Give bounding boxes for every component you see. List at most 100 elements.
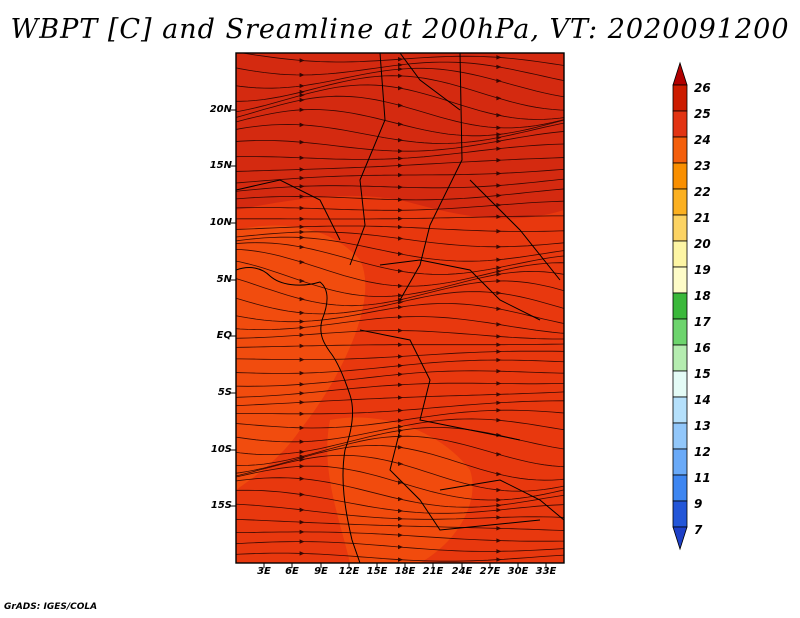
streamline-arrow (398, 137, 403, 143)
streamline-arrow (398, 418, 403, 423)
streamline-arrow (299, 155, 305, 161)
lon-label: 33E (535, 566, 557, 577)
streamline-arrow (398, 163, 403, 168)
streamline-arrow (299, 507, 305, 513)
streamline-arrow (299, 167, 305, 172)
streamline-arrow (398, 73, 403, 79)
streamline-arrow (299, 449, 305, 455)
streamline-arrow (496, 125, 502, 130)
map-frame (235, 52, 565, 564)
streamline-arrow (398, 293, 403, 298)
streamline-arrow (299, 175, 305, 181)
colorbar-label: 21 (694, 211, 711, 225)
streamline-arrow (496, 392, 502, 397)
lat-label: 15N (209, 160, 232, 171)
streamline-arrow (496, 322, 502, 327)
streamline-arrow (299, 464, 305, 469)
streamline-arrow (496, 135, 502, 140)
colorbar-label: 7 (694, 523, 703, 537)
streamline-arrow (398, 57, 403, 62)
streamline-arrow (299, 92, 305, 98)
streamline-arrow (398, 300, 403, 305)
streamline-arrow (299, 439, 305, 444)
lat-label: 15S (210, 500, 232, 511)
colorbar-segment (672, 318, 688, 346)
streamline-arrow (299, 205, 305, 211)
streamline-arrow (299, 539, 305, 544)
streamline-arrow (496, 112, 502, 118)
lon-label: 21E (422, 566, 444, 577)
colorbar-label: 9 (694, 497, 703, 511)
colorbar-segment (672, 474, 688, 502)
streamline-arrow (398, 523, 403, 529)
streamline-arrow (496, 278, 502, 284)
streamline-arrow (299, 229, 305, 235)
streamline-arrow (496, 55, 502, 60)
colorbar-segment (672, 110, 688, 138)
lon-label: 15E (366, 566, 388, 577)
streamline-arrow (299, 278, 305, 284)
streamline-arrow (299, 357, 305, 362)
streamline-arrow (398, 224, 403, 230)
streamline-arrow (496, 146, 502, 151)
streamline-arrow (496, 357, 502, 363)
colorbar-segment (672, 162, 688, 190)
streamline-arrow (299, 411, 305, 417)
colorbar-label: 23 (694, 159, 711, 173)
streamline-arrow (398, 480, 403, 485)
colorbar-label: 20 (694, 237, 711, 251)
streamline-arrow (398, 85, 403, 91)
streamline-arrow (398, 342, 403, 347)
streamline-arrow (398, 544, 403, 550)
streamline-arrow (398, 197, 403, 202)
streamline-arrow (496, 132, 502, 137)
colorbar-label: 12 (694, 445, 711, 459)
lat-label: EQ (216, 330, 232, 341)
colorbar-segment (672, 188, 688, 216)
streamline-arrow (299, 325, 305, 330)
streamline-arrow (496, 334, 502, 339)
lon-label: 9E (314, 566, 328, 577)
streamline-arrow (496, 64, 502, 70)
streamline-arrow (299, 519, 305, 525)
lon-label: 12E (338, 566, 360, 577)
streamline-arrow (496, 471, 502, 477)
colorbar-label: 17 (694, 315, 711, 329)
colorbar-segment (672, 370, 688, 398)
streamline-arrow (398, 445, 403, 450)
streamline-arrow (398, 372, 403, 377)
streamline-arrow (299, 382, 305, 387)
country-boundaries (236, 53, 564, 563)
streamline-arrow (299, 83, 305, 89)
colorbar-segment (672, 344, 688, 372)
streamline-arrow (496, 368, 502, 374)
lon-label: 3E (257, 566, 271, 577)
streamline-arrow (299, 107, 305, 112)
streamline-arrow (299, 343, 305, 349)
streamline-arrow (299, 72, 305, 78)
colorbar-label: 22 (694, 185, 711, 199)
streamline-arrow (398, 184, 403, 190)
streamline-arrow (299, 529, 305, 535)
streamline-arrow (496, 183, 502, 188)
streamline-arrow (398, 354, 403, 359)
lon-label: 6E (285, 566, 299, 577)
streamline-arrow (398, 283, 403, 289)
colorbar-label: 15 (694, 367, 711, 381)
streamline-arrow (496, 272, 502, 277)
streamline-arrow (299, 551, 305, 556)
colorbar-segment (672, 292, 688, 320)
streamline-arrow (496, 497, 502, 503)
lat-label: 5N (216, 274, 232, 285)
streamline-arrow (496, 408, 502, 413)
lon-label: 30E (507, 566, 529, 577)
colorbar-segment (672, 266, 688, 294)
streamline-arrow (299, 476, 305, 481)
colorbar-segment (672, 214, 688, 242)
colorbar-label: 11 (694, 471, 711, 485)
lon-label: 24E (451, 566, 473, 577)
streamline-arrow (299, 89, 305, 95)
streamline-arrow (496, 214, 502, 219)
